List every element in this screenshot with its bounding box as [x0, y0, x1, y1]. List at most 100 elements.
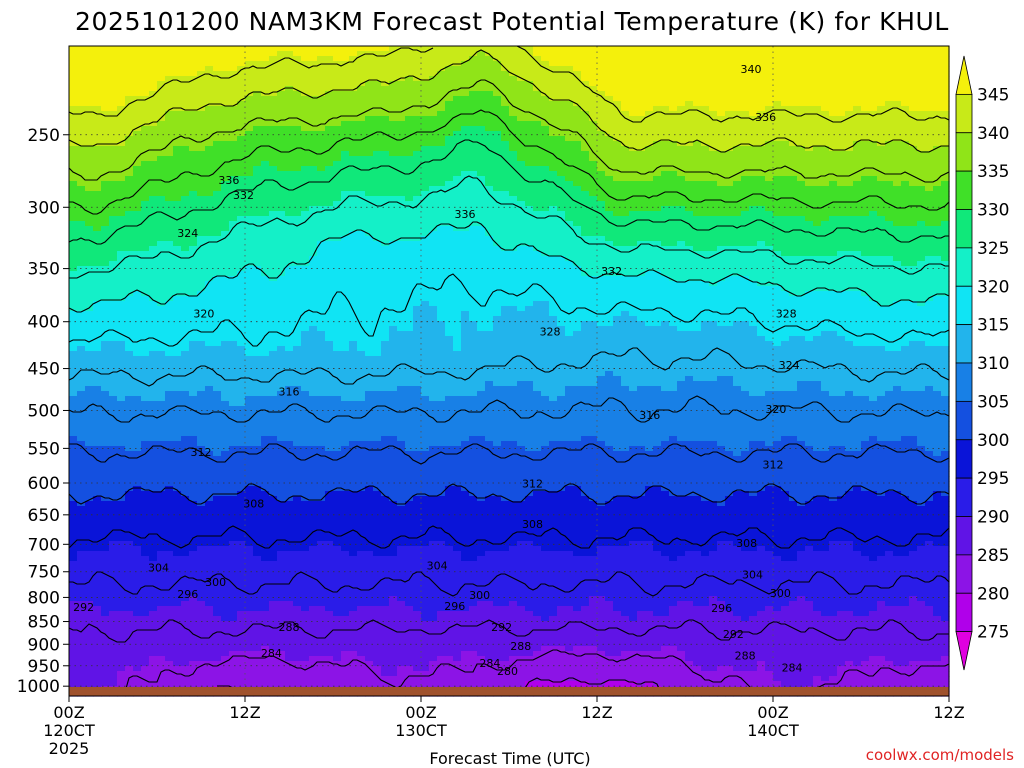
colorbar-label-300: 300 — [977, 431, 1009, 451]
colorbar-bin-6 — [955, 285, 973, 326]
x-tick-date-48: 140CT — [747, 721, 799, 740]
contour-label-8: 324 — [177, 227, 198, 240]
contour-label-12: 316 — [279, 386, 300, 399]
plot-frame — [68, 45, 950, 697]
y-tick-label-250: 250 — [28, 126, 60, 146]
contour-label-13: 316 — [639, 409, 660, 422]
x-tick-date-0: 120CT — [43, 721, 95, 740]
contour-344 — [68, 45, 950, 123]
contour-332 — [69, 109, 950, 215]
contour-label-2: 336 — [218, 174, 239, 187]
plot-gridlines — [68, 46, 950, 696]
colorbar-label-290: 290 — [977, 508, 1009, 528]
contour-label-9: 324 — [779, 359, 800, 372]
y-tick-label-900: 900 — [28, 635, 60, 655]
x-tick-label-12: 12Z — [229, 703, 260, 722]
colorbar-label-325: 325 — [977, 239, 1009, 259]
contour-label-7: 328 — [776, 308, 797, 321]
contour-label-27: 296 — [444, 600, 465, 613]
colorbar-bin-7 — [955, 324, 973, 364]
colorbar-bin-1 — [955, 93, 973, 134]
colorbar-bin-10 — [955, 439, 973, 479]
contour-316 — [68, 273, 950, 347]
contour-label-6: 328 — [540, 326, 561, 339]
x-tick-label-60: 12Z — [933, 703, 964, 722]
colorbar-label-315: 315 — [977, 316, 1009, 336]
colorbar-label-295: 295 — [977, 469, 1009, 489]
contour-292 — [69, 571, 950, 597]
x-tick-label-36: 12Z — [581, 703, 612, 722]
y-tick-label-750: 750 — [28, 563, 60, 583]
colorbar-top-arrow — [955, 55, 973, 95]
contour-336 — [68, 79, 950, 183]
y-tick-label-500: 500 — [28, 401, 60, 421]
colorbar: 345 340 335 330 325 320 315 310 305 300 295 290 285 2… — [955, 55, 1009, 671]
colorbar-bin-8 — [955, 362, 973, 402]
y-tick-label-600: 600 — [28, 474, 60, 494]
y-tick-label-700: 700 — [28, 535, 60, 555]
contour-284 — [104, 649, 950, 695]
colorbar-label-340: 340 — [977, 124, 1009, 144]
x-tick-label-0: 00Z — [53, 703, 84, 722]
contour-label-15: 312 — [522, 478, 543, 491]
y-tick-label-450: 450 — [28, 360, 60, 380]
colorbar-label-280: 280 — [977, 584, 1009, 604]
contour-label-11: 320 — [765, 403, 786, 416]
colorbar-label-310: 310 — [977, 354, 1009, 374]
y-tick-label-800: 800 — [28, 588, 60, 608]
chart-title: 2025101200 NAM3KM Forecast Potential Tem… — [75, 7, 949, 36]
contour-label-26: 296 — [177, 588, 198, 601]
colorbar-bin-9 — [955, 400, 973, 441]
contour-label-28: 296 — [711, 602, 732, 615]
colorbar-bin-5 — [955, 247, 973, 287]
y-tick-label-650: 650 — [28, 506, 60, 526]
contour-label-5: 332 — [601, 265, 622, 278]
contour-label-31: 292 — [723, 628, 744, 641]
contour-300 — [68, 483, 950, 505]
colorbar-bin-3 — [955, 170, 973, 210]
colorbar-bin-14 — [955, 592, 973, 633]
colorbar-bottom-arrow — [955, 631, 973, 671]
x-tick-label-48: 00Z — [757, 703, 788, 722]
contour-label-36: 284 — [479, 657, 500, 670]
y-tick-label-550: 550 — [28, 439, 60, 459]
contour-label-25: 300 — [770, 587, 791, 600]
x-tick-date-24: 130CT — [395, 721, 447, 740]
contour-label-16: 312 — [763, 459, 784, 472]
potential-temperature-shading — [69, 46, 950, 697]
contour-label-3: 336 — [455, 208, 476, 221]
contour-label-18: 308 — [522, 518, 543, 531]
colorbar-label-345: 345 — [977, 85, 1009, 105]
contour-324 — [69, 175, 949, 279]
contour-label-20: 304 — [148, 561, 169, 574]
contour-320 — [68, 221, 950, 313]
contour-label-0: 340 — [741, 63, 762, 76]
y-tick-label-350: 350 — [28, 260, 60, 280]
contour-label-4: 332 — [233, 189, 254, 202]
y-tick-label-1000: 1000 — [17, 677, 60, 697]
contour-label-37: 284 — [782, 661, 803, 674]
contour-label-29: 292 — [73, 601, 94, 614]
contour-label-23: 300 — [205, 576, 226, 589]
contour-label-1: 336 — [755, 111, 776, 124]
contour-labels: 340 336 336 336 332 332 328 328 324 324 320 320 316 3… — [73, 63, 802, 678]
contour-328 — [68, 139, 949, 245]
contour-label-22: 304 — [742, 568, 763, 581]
contour-308 — [68, 395, 950, 423]
colorbar-bin-2 — [955, 132, 973, 172]
contour-312 — [68, 347, 950, 387]
contour-label-32: 288 — [279, 621, 300, 634]
colorbar-label-320: 320 — [977, 277, 1009, 297]
contour-label-14: 312 — [191, 446, 212, 459]
contour-label-21: 304 — [427, 559, 448, 572]
y-tick-label-850: 850 — [28, 613, 60, 633]
contour-label-34: 288 — [735, 650, 756, 663]
contour-288 — [68, 619, 949, 643]
contour-label-33: 288 — [510, 640, 531, 653]
credit-link[interactable]: coolwx.com/models — [866, 746, 1014, 764]
contour-label-24: 300 — [469, 589, 490, 602]
x-axis-label: Forecast Time (UTC) — [429, 749, 590, 768]
colorbar-label-305: 305 — [977, 392, 1009, 412]
colorbar-bin-12 — [955, 516, 973, 556]
